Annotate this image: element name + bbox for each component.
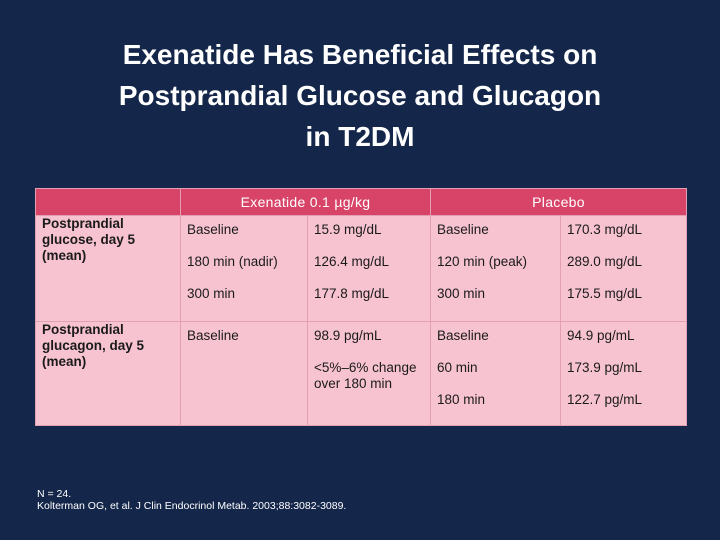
table-cell: 289.0 mg/dL — [567, 254, 643, 269]
table-cell: 60 min — [437, 360, 478, 375]
row-label-glucagon: Postprandial glucagon, day 5 (mean) — [35, 321, 181, 426]
slide-title: Exenatide Has Beneficial Effects on Post… — [40, 34, 680, 157]
table-cell: Baseline — [187, 328, 239, 343]
table-header-row: Exenatide 0.1 µg/kg Placebo — [35, 188, 688, 216]
title-line-2: Postprandial Glucose and Glucagon — [118, 80, 602, 111]
glucagon-exenatide-values: 98.9 pg/mL <5%–6% change over 180 min — [307, 321, 431, 426]
footnote: N = 24. Kolterman OG, et al. J Clin Endo… — [37, 488, 346, 512]
table-cell: 122.7 pg/mL — [567, 392, 643, 407]
table-cell: 15.9 mg/dL — [314, 222, 382, 237]
row-label-glucose: Postprandial glucose, day 5 (mean) — [35, 215, 181, 322]
header-blank — [35, 188, 181, 216]
table-cell: 180 min — [437, 392, 486, 407]
table-row-glucagon: Postprandial glucagon, day 5 (mean) Base… — [35, 321, 688, 426]
table-cell: 300 min — [437, 286, 486, 301]
table-cell: Baseline — [187, 222, 239, 237]
glucagon-exenatide-times: Baseline — [180, 321, 308, 426]
table-cell: Baseline — [437, 328, 489, 343]
glucose-exenatide-values: 15.9 mg/dL 126.4 mg/dL 177.8 mg/dL — [307, 215, 431, 322]
table-cell: 175.5 mg/dL — [567, 286, 643, 301]
table-cell: Baseline — [437, 222, 489, 237]
glucagon-placebo-values: 94.9 pg/mL 173.9 pg/mL 122.7 pg/mL — [559, 321, 688, 426]
table-cell: 170.3 mg/dL — [567, 222, 643, 237]
table-cell: 173.9 pg/mL — [567, 360, 643, 375]
table-cell: 300 min — [187, 286, 236, 301]
table-cell: 120 min (peak) — [437, 254, 528, 269]
title-line-3: in T2DM — [305, 121, 415, 152]
header-exenatide: Exenatide 0.1 µg/kg — [180, 188, 431, 216]
glucose-placebo-values: 170.3 mg/dL 289.0 mg/dL 175.5 mg/dL — [559, 215, 688, 322]
header-placebo: Placebo — [429, 188, 688, 216]
table-row-glucose: Postprandial glucose, day 5 (mean) Basel… — [35, 215, 688, 322]
table-cell: 180 min (nadir) — [187, 254, 278, 269]
table-cell: 177.8 mg/dL — [314, 286, 390, 301]
title-line-1: Exenatide Has Beneficial Effects on — [122, 39, 598, 70]
footnote-sample-size: N = 24. — [37, 488, 72, 500]
table-cell: 126.4 mg/dL — [314, 254, 390, 269]
results-table: Exenatide 0.1 µg/kg Placebo Postprandial… — [35, 188, 688, 426]
glucose-exenatide-times: Baseline 180 min (nadir) 300 min — [180, 215, 308, 322]
table-cell: 94.9 pg/mL — [567, 328, 635, 343]
glucagon-placebo-times: Baseline 60 min 180 min — [430, 321, 561, 426]
table-cell: 98.9 pg/mL — [314, 328, 382, 343]
table-cell: <5%–6% change over 180 min — [314, 360, 417, 391]
footnote-citation: Kolterman OG, et al. J Clin Endocrinol M… — [37, 500, 347, 512]
glucose-placebo-times: Baseline 120 min (peak) 300 min — [430, 215, 561, 322]
